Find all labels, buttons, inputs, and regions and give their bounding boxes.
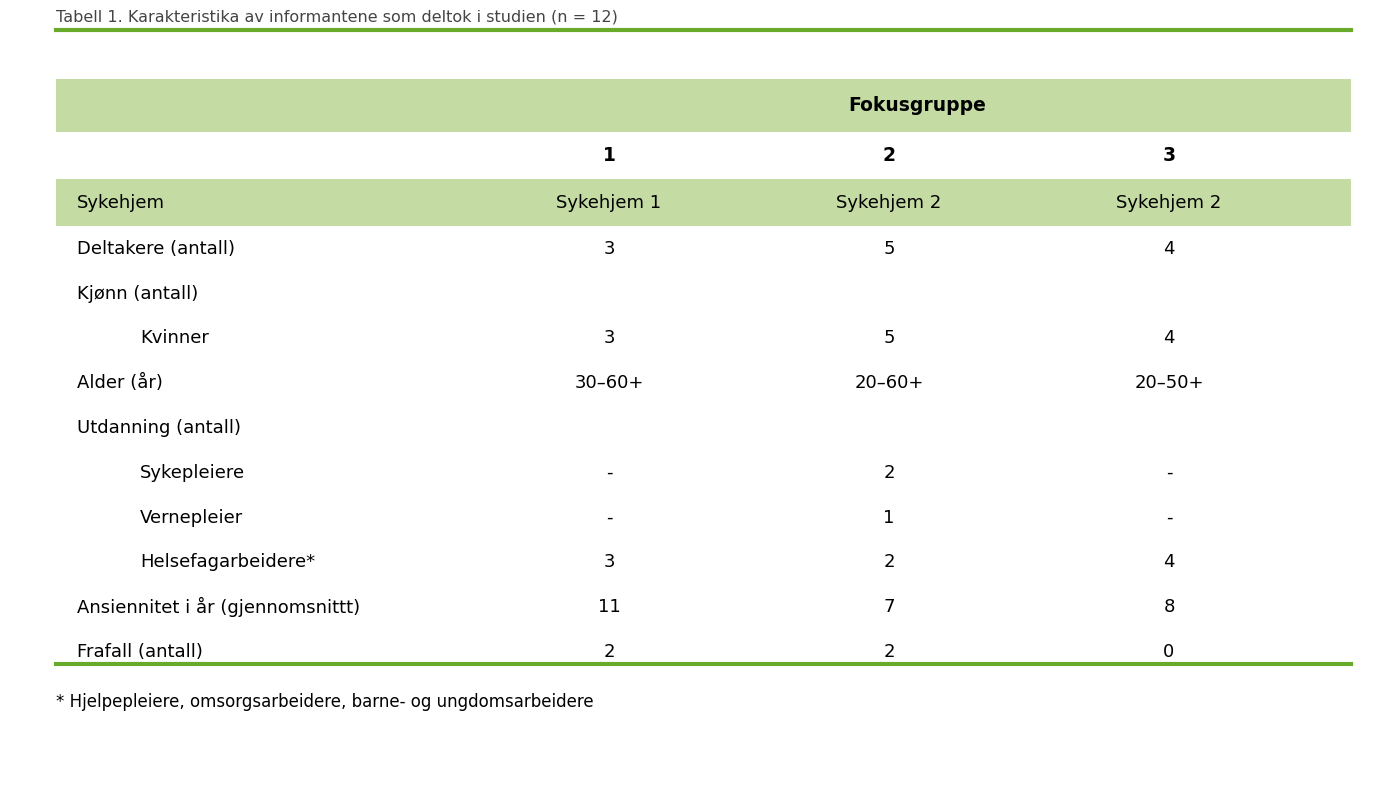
Text: Sykehjem 2: Sykehjem 2 (836, 194, 942, 211)
Text: 2: 2 (603, 643, 615, 661)
Text: Helsefagarbeidere*: Helsefagarbeidere* (140, 553, 315, 571)
Text: 11: 11 (598, 598, 620, 616)
Text: 8: 8 (1163, 598, 1175, 616)
Text: 7: 7 (883, 598, 895, 616)
Text: Deltakere (antall): Deltakere (antall) (77, 240, 235, 258)
Text: -: - (1166, 509, 1172, 527)
Text: * Hjelpepleiere, omsorgsarbeidere, barne- og ungdomsarbeidere: * Hjelpepleiere, omsorgsarbeidere, barne… (56, 693, 594, 711)
Text: 2: 2 (883, 643, 895, 661)
Text: -: - (606, 509, 612, 527)
Text: 4: 4 (1163, 329, 1175, 347)
Text: 3: 3 (603, 553, 615, 571)
Text: 30–60+: 30–60+ (574, 374, 644, 392)
Text: 20–60+: 20–60+ (854, 374, 924, 392)
Text: 3: 3 (1162, 146, 1176, 165)
Text: Kjønn (antall): Kjønn (antall) (77, 285, 199, 303)
FancyBboxPatch shape (56, 179, 1351, 226)
Text: 2: 2 (882, 146, 896, 165)
Text: Frafall (antall): Frafall (antall) (77, 643, 203, 661)
Text: 3: 3 (603, 240, 615, 258)
FancyBboxPatch shape (56, 79, 1351, 132)
Text: 3: 3 (603, 329, 615, 347)
Text: Kvinner: Kvinner (140, 329, 209, 347)
Text: 5: 5 (883, 240, 895, 258)
Text: 5: 5 (883, 329, 895, 347)
Text: Sykepleiere: Sykepleiere (140, 464, 245, 482)
Text: Alder (år): Alder (år) (77, 374, 162, 392)
Text: 1: 1 (602, 146, 616, 165)
Text: -: - (1166, 464, 1172, 482)
Text: 2: 2 (883, 464, 895, 482)
Text: 0: 0 (1163, 643, 1175, 661)
Text: Utdanning (antall): Utdanning (antall) (77, 419, 241, 437)
Text: 1: 1 (883, 509, 895, 527)
Text: 20–50+: 20–50+ (1134, 374, 1204, 392)
Text: Ansiennitet i år (gjennomsnittt): Ansiennitet i år (gjennomsnittt) (77, 597, 360, 617)
Text: 4: 4 (1163, 240, 1175, 258)
Text: Vernepleier: Vernepleier (140, 509, 244, 527)
Text: Fokusgruppe: Fokusgruppe (848, 96, 986, 115)
Text: 2: 2 (883, 553, 895, 571)
Text: 4: 4 (1163, 553, 1175, 571)
Text: Sykehjem: Sykehjem (77, 194, 165, 211)
Text: Sykehjem 1: Sykehjem 1 (556, 194, 662, 211)
Text: -: - (606, 464, 612, 482)
Text: Tabell 1. Karakteristika av informantene som deltok i studien (n = 12): Tabell 1. Karakteristika av informantene… (56, 9, 617, 24)
Text: Sykehjem 2: Sykehjem 2 (1116, 194, 1222, 211)
